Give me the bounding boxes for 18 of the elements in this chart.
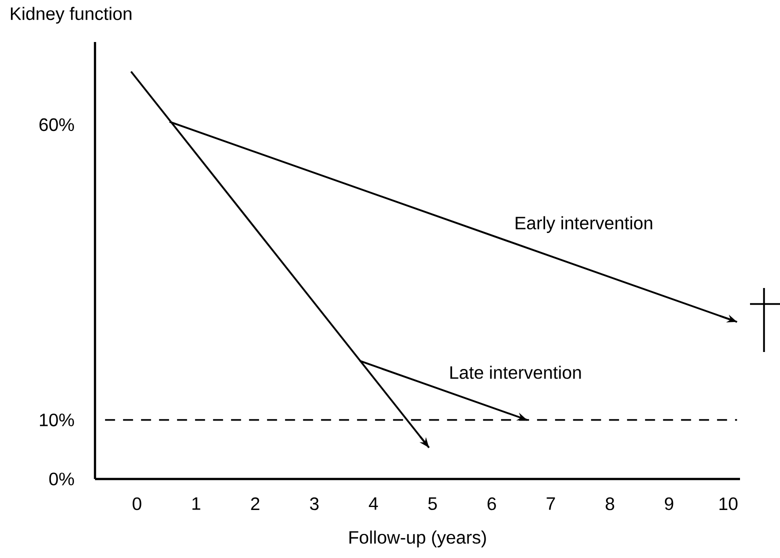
x-tick-label: 0 [132, 497, 142, 510]
y-tick-label: 60% [39, 118, 74, 132]
x-tick-label: 3 [310, 497, 319, 510]
x-tick-label: 10 [720, 497, 738, 510]
x-tick-label: 7 [546, 497, 555, 510]
x-tick-label: 9 [664, 497, 674, 510]
y-tick-label: 0% [49, 472, 74, 486]
x-tick-label: 1 [192, 497, 200, 510]
y-tick-label: 10% [40, 414, 74, 426]
series-label: Late intervention [450, 366, 581, 379]
x-tick-label: 6 [488, 497, 496, 510]
x-tick-label: 2 [251, 497, 260, 510]
x-axis-title: Follow-up (years) [349, 530, 486, 548]
x-tick-label: 4 [368, 497, 378, 510]
series-label: Early intervention [516, 216, 652, 233]
x-tick-label: 8 [606, 497, 614, 510]
y-axis-title: Kidney function [10, 6, 132, 24]
x-tick-label: 5 [428, 497, 437, 510]
